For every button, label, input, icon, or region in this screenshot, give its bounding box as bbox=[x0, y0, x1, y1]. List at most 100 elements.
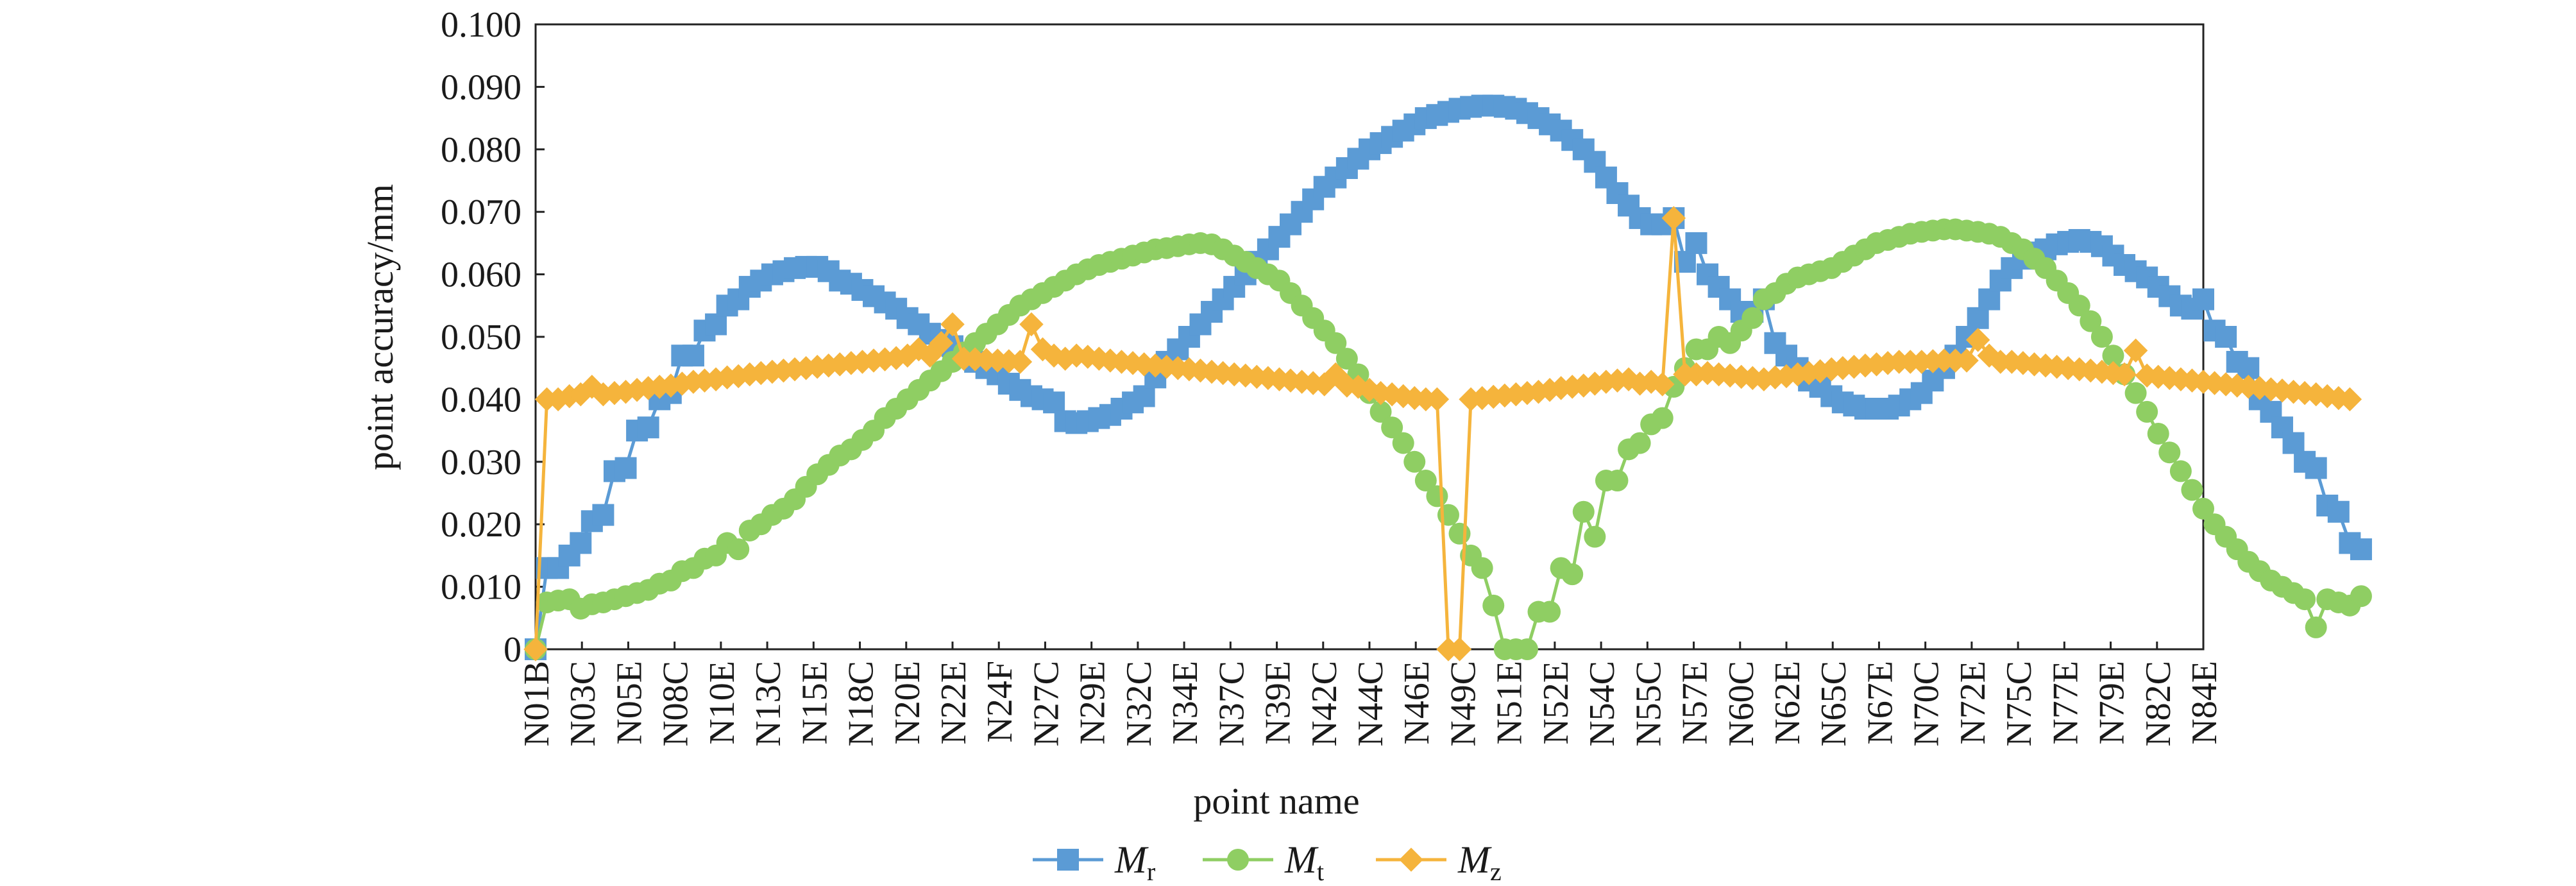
x-tick-label: N54C bbox=[1582, 661, 1622, 747]
data-point bbox=[2158, 441, 2181, 464]
x-tick-label: N67E bbox=[1860, 661, 1900, 745]
data-point bbox=[2080, 310, 2102, 332]
x-tick-label: N75C bbox=[1999, 661, 2039, 747]
data-point bbox=[1381, 416, 1403, 439]
y-axis-title: point accuracy/mm bbox=[359, 184, 401, 470]
x-tick-label: N82C bbox=[2139, 661, 2178, 747]
data-point bbox=[1008, 350, 1033, 374]
data-point bbox=[705, 313, 727, 336]
y-axis: 0 0.010 0.020 0.030 0.040 0.050 0.060 0.070 0.08… bbox=[441, 5, 545, 670]
data-point bbox=[1629, 432, 1651, 454]
y-tick-label: 0.090 bbox=[441, 67, 521, 107]
data-point bbox=[1426, 485, 1448, 507]
data-point bbox=[2327, 500, 2350, 523]
data-point bbox=[2215, 326, 2237, 348]
data-point bbox=[1606, 470, 1629, 492]
series-layer bbox=[523, 94, 2372, 661]
data-point bbox=[2337, 387, 2362, 412]
x-tick-label: N01B bbox=[517, 661, 557, 747]
data-point bbox=[2068, 294, 2090, 317]
data-point bbox=[1369, 400, 1392, 423]
x-tick-label: N70C bbox=[1907, 661, 1947, 747]
data-point bbox=[1561, 563, 1584, 586]
legend-subscript: t bbox=[1317, 857, 1324, 886]
data-point bbox=[1133, 385, 1155, 407]
data-point bbox=[1403, 450, 1426, 473]
data-point bbox=[1471, 557, 1493, 579]
data-point bbox=[2282, 432, 2305, 454]
x-tick-label: N60C bbox=[1722, 661, 1761, 747]
x-tick-label: N22E bbox=[934, 661, 974, 745]
x-tick-label: N44C bbox=[1351, 661, 1391, 747]
x-tick-label: N15E bbox=[795, 661, 835, 745]
x-tick-label: N32C bbox=[1119, 661, 1159, 747]
data-point bbox=[2305, 616, 2327, 638]
y-tick-label: 0 bbox=[504, 630, 521, 670]
legend-marker bbox=[1227, 849, 1249, 871]
x-tick-label: N62E bbox=[1768, 661, 1808, 745]
data-point bbox=[2181, 479, 2203, 501]
data-point bbox=[1978, 288, 2001, 311]
data-point bbox=[940, 312, 965, 337]
series-mt bbox=[525, 218, 2372, 660]
data-point bbox=[1967, 307, 1989, 329]
x-tick-label: N05E bbox=[609, 661, 649, 745]
y-tick-label: 0.080 bbox=[441, 130, 521, 170]
x-tick-label: N46E bbox=[1397, 661, 1437, 745]
data-point bbox=[1392, 432, 1414, 454]
data-point bbox=[1043, 391, 1065, 414]
y-tick-label: 0.070 bbox=[441, 192, 521, 232]
data-point bbox=[929, 330, 954, 355]
data-point bbox=[2294, 588, 2316, 611]
y-tick-label: 0.050 bbox=[441, 318, 521, 357]
data-point bbox=[2350, 585, 2372, 608]
x-tick-label: N72E bbox=[1953, 661, 1993, 745]
y-tick-label: 0.010 bbox=[441, 568, 521, 608]
data-point bbox=[1019, 312, 1044, 337]
y-tick-label: 0.040 bbox=[441, 380, 521, 420]
data-point bbox=[2305, 457, 2327, 479]
data-point bbox=[523, 637, 548, 661]
x-tick-label: N57E bbox=[1675, 661, 1715, 745]
legend-marker bbox=[1399, 848, 1423, 872]
data-point bbox=[1414, 470, 1437, 492]
data-point bbox=[1482, 594, 1505, 617]
x-tick-label: N34E bbox=[1165, 661, 1205, 745]
data-point bbox=[1572, 500, 1595, 523]
data-point bbox=[1741, 307, 1764, 329]
data-point bbox=[2090, 326, 2113, 348]
legend-subscript: z bbox=[1490, 857, 1502, 886]
data-point bbox=[614, 457, 637, 479]
data-point bbox=[682, 345, 704, 367]
data-point bbox=[1661, 206, 1686, 230]
y-tick-label: 0.100 bbox=[441, 5, 521, 45]
y-tick-label: 0.020 bbox=[441, 505, 521, 545]
x-tick-label: N08C bbox=[656, 661, 696, 747]
data-point bbox=[2192, 497, 2214, 520]
x-tick-label: N20E bbox=[888, 661, 928, 745]
x-axis: N01B N03C N05E N08C N10E N13C N15E N18C N20E N22E… bbox=[517, 642, 2224, 747]
data-point bbox=[2192, 288, 2214, 311]
x-tick-label: N65C bbox=[1814, 661, 1854, 747]
x-tick-label: N51E bbox=[1490, 661, 1530, 745]
x-tick-label: N03C bbox=[563, 661, 603, 747]
x-tick-label: N18C bbox=[842, 661, 881, 747]
x-tick-label: N52E bbox=[1536, 661, 1576, 745]
x-tick-label: N10E bbox=[702, 661, 742, 745]
data-point bbox=[1325, 332, 1347, 354]
data-point bbox=[592, 504, 614, 526]
data-point bbox=[2147, 422, 2169, 445]
series-mz bbox=[523, 206, 2362, 661]
data-point bbox=[1965, 328, 1990, 352]
data-point bbox=[2123, 338, 2148, 363]
data-point bbox=[1584, 525, 1606, 548]
data-point bbox=[637, 416, 659, 439]
x-tick-label: N27C bbox=[1026, 661, 1066, 747]
y-tick-label: 0.060 bbox=[441, 255, 521, 295]
data-point bbox=[2136, 400, 2158, 423]
x-tick-label: N24F bbox=[980, 661, 1020, 743]
data-point bbox=[2124, 382, 2147, 404]
x-tick-label: N13C bbox=[749, 661, 788, 747]
